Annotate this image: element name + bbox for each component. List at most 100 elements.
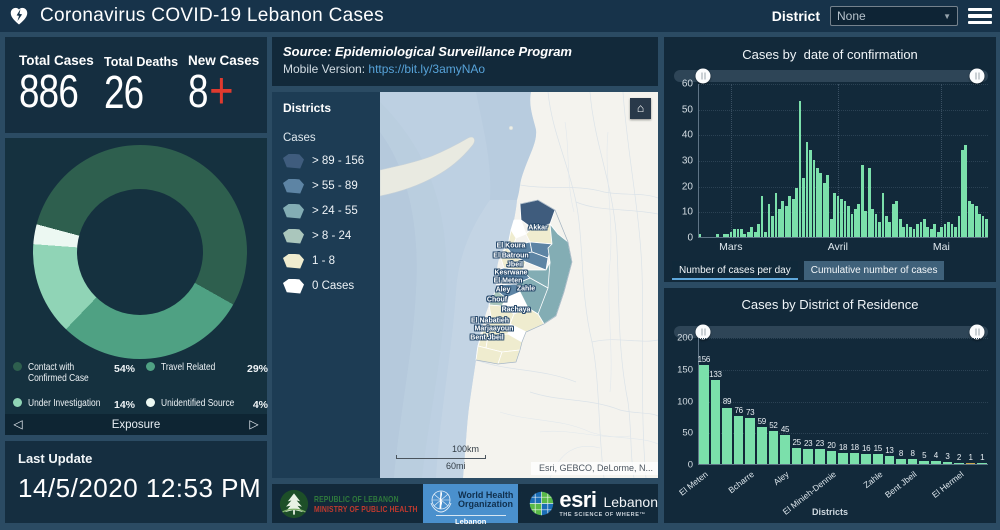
bar[interactable] bbox=[833, 193, 836, 237]
range-slider-right-handle[interactable] bbox=[969, 324, 985, 340]
bar[interactable] bbox=[849, 452, 860, 464]
bar[interactable] bbox=[964, 144, 968, 237]
bar[interactable] bbox=[840, 198, 843, 237]
bar[interactable] bbox=[985, 219, 988, 237]
bar[interactable] bbox=[767, 203, 771, 237]
map-home-button[interactable]: ⌂ bbox=[630, 98, 651, 119]
bar[interactable] bbox=[860, 165, 864, 237]
bar[interactable] bbox=[905, 224, 909, 237]
bar[interactable] bbox=[812, 160, 816, 237]
bar[interactable] bbox=[853, 208, 857, 237]
bar[interactable] bbox=[847, 206, 850, 237]
bar[interactable] bbox=[878, 221, 881, 237]
bar[interactable] bbox=[784, 206, 788, 237]
bar[interactable] bbox=[936, 231, 940, 237]
bar[interactable] bbox=[826, 451, 837, 464]
bar[interactable] bbox=[960, 149, 964, 237]
bar[interactable] bbox=[715, 234, 719, 237]
bar[interactable] bbox=[780, 435, 790, 464]
bar[interactable] bbox=[788, 195, 792, 237]
bar[interactable] bbox=[733, 415, 744, 464]
bar[interactable] bbox=[940, 226, 944, 237]
bar[interactable] bbox=[954, 462, 964, 464]
tab-number-of-cases-per-day[interactable]: Number of cases per day bbox=[672, 261, 798, 280]
bar[interactable] bbox=[873, 454, 883, 464]
bar[interactable] bbox=[795, 188, 799, 237]
bar[interactable] bbox=[867, 167, 871, 237]
bar[interactable] bbox=[974, 206, 978, 237]
bar[interactable] bbox=[957, 216, 961, 237]
date-range-slider[interactable] bbox=[674, 68, 988, 84]
bar[interactable] bbox=[919, 221, 923, 237]
bar[interactable] bbox=[942, 462, 953, 464]
bar[interactable] bbox=[750, 226, 754, 237]
bar[interactable] bbox=[743, 234, 747, 237]
bar[interactable] bbox=[745, 417, 755, 464]
bar[interactable] bbox=[733, 229, 736, 237]
bar[interactable] bbox=[871, 208, 874, 237]
bar[interactable] bbox=[729, 231, 733, 237]
bar[interactable] bbox=[710, 379, 721, 464]
bar[interactable] bbox=[826, 175, 830, 237]
bar[interactable] bbox=[850, 213, 854, 237]
bar[interactable] bbox=[805, 142, 809, 237]
bar[interactable] bbox=[753, 231, 757, 237]
bar[interactable] bbox=[916, 224, 919, 237]
bar[interactable] bbox=[967, 201, 971, 237]
bar[interactable] bbox=[746, 231, 750, 237]
bar[interactable] bbox=[829, 219, 833, 237]
previous-arrow-icon[interactable]: ◁ bbox=[13, 417, 23, 431]
bar[interactable] bbox=[843, 201, 847, 237]
bar[interactable] bbox=[881, 193, 885, 237]
bar[interactable] bbox=[919, 460, 929, 464]
district-dropdown[interactable]: None ▼ bbox=[830, 6, 958, 26]
bar[interactable] bbox=[888, 221, 892, 237]
range-slider-left-handle[interactable] bbox=[695, 68, 711, 84]
bar[interactable] bbox=[757, 426, 767, 464]
bar[interactable] bbox=[699, 364, 709, 464]
cases-by-date-chart[interactable]: 0 10 20 30 40 50 60 Mars Avril Mai bbox=[682, 79, 988, 253]
bar[interactable] bbox=[803, 449, 813, 464]
bar[interactable] bbox=[902, 226, 906, 237]
bar[interactable] bbox=[698, 234, 702, 237]
map-canvas[interactable]: Akkar El Koura El Batroun Jbeil Kesrwane El M… bbox=[380, 92, 658, 478]
tab-cumulative-number-of-cases[interactable]: Cumulative number of cases bbox=[803, 261, 945, 280]
bar[interactable] bbox=[909, 226, 912, 237]
bar[interactable] bbox=[896, 458, 906, 464]
bar[interactable] bbox=[760, 195, 764, 237]
bar[interactable] bbox=[977, 462, 987, 464]
district-range-slider[interactable] bbox=[674, 324, 988, 340]
bar[interactable] bbox=[931, 461, 941, 464]
bar[interactable] bbox=[954, 226, 957, 237]
bar[interactable] bbox=[912, 229, 916, 237]
bar[interactable] bbox=[943, 224, 947, 237]
bar[interactable] bbox=[923, 219, 926, 237]
bar[interactable] bbox=[836, 195, 840, 237]
bar[interactable] bbox=[978, 213, 981, 237]
bar[interactable] bbox=[791, 448, 802, 464]
range-slider-left-handle[interactable] bbox=[695, 324, 711, 340]
bar[interactable] bbox=[819, 172, 823, 237]
bar[interactable] bbox=[781, 201, 785, 237]
bar[interactable] bbox=[933, 224, 937, 237]
bar[interactable] bbox=[885, 216, 888, 237]
mobile-version-link[interactable]: https://bit.ly/3amyNAo bbox=[368, 62, 486, 76]
range-slider-right-handle[interactable] bbox=[969, 68, 985, 84]
bar[interactable] bbox=[981, 216, 985, 237]
bar[interactable] bbox=[736, 229, 740, 237]
bar[interactable] bbox=[809, 149, 812, 237]
cases-by-district-chart[interactable]: 0 50 100 150 200 156 133 89 76 73 59 52 45 25 23 23 20 18… bbox=[677, 333, 988, 517]
bar[interactable] bbox=[815, 167, 819, 237]
bar[interactable] bbox=[884, 455, 895, 464]
bar[interactable] bbox=[815, 449, 825, 464]
bar[interactable] bbox=[757, 224, 761, 237]
bar[interactable] bbox=[950, 224, 954, 237]
bar[interactable] bbox=[898, 219, 902, 237]
next-arrow-icon[interactable]: ▷ bbox=[249, 417, 259, 431]
bar[interactable] bbox=[791, 198, 795, 237]
bar[interactable] bbox=[764, 231, 767, 237]
bar[interactable] bbox=[907, 458, 918, 464]
bar[interactable] bbox=[771, 216, 774, 237]
bar[interactable] bbox=[722, 234, 726, 237]
bar[interactable] bbox=[891, 203, 895, 237]
